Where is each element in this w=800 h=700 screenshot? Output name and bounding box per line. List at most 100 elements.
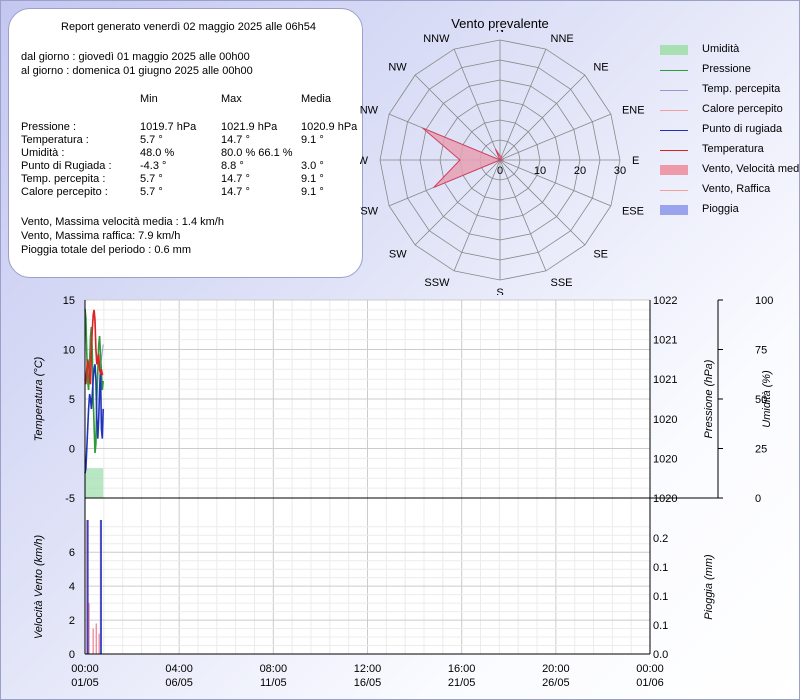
x-tick-label-date: 21/05 — [448, 677, 476, 689]
legend-swatch — [660, 70, 688, 71]
row-max: 1021.9 hPa — [221, 121, 278, 133]
row-min: 5.7 ° — [140, 134, 163, 146]
rose-direction-label: N — [496, 30, 504, 35]
rose-spoke — [499, 48, 547, 161]
rose-direction-label: SE — [593, 248, 608, 260]
row-avg: 9.1 ° — [301, 186, 324, 198]
row-min: 48.0 % — [140, 147, 175, 159]
row-avg: 3.0 ° — [301, 160, 324, 172]
rose-direction-label: NNE — [551, 33, 574, 45]
wind-max-gust-text: Vento, Massima raffica: 7.9 km/h — [21, 230, 181, 242]
humidity-tick-label: 0 — [755, 493, 761, 505]
legend-swatch — [660, 90, 688, 91]
legend-label: Calore percepito — [702, 103, 783, 115]
humidity-tick-label: 50 — [755, 394, 767, 406]
row-min: 1019.7 hPa — [140, 121, 197, 133]
legend-swatch — [660, 205, 688, 215]
row-label: Calore percepito : — [21, 186, 108, 198]
rose-direction-label: NNW — [423, 33, 450, 45]
wind-tick-label: 2 — [69, 615, 75, 627]
pressure-tick-label: 1022 — [653, 295, 677, 307]
row-avg: 9.1 ° — [301, 173, 324, 185]
row-min: 5.7 ° — [140, 173, 163, 185]
rose-spoke — [453, 48, 501, 161]
rose-data-area — [422, 127, 504, 189]
legend-swatch — [660, 45, 688, 55]
rose-direction-label: S — [496, 287, 503, 295]
rose-radial-tick: 20 — [574, 165, 586, 177]
x-tick-label-date: 16/05 — [354, 677, 382, 689]
x-tick-label-time: 20:00 — [542, 663, 570, 675]
wind-tick-label: 4 — [69, 581, 75, 593]
wind-rose-title: Vento prevalente — [451, 16, 549, 31]
legend-swatch — [660, 130, 688, 131]
rose-radial-tick: 30 — [614, 165, 626, 177]
x-tick-label-date: 11/05 — [260, 677, 287, 689]
column-header-avg: Media — [301, 93, 331, 105]
wind-axis-title: Velocità Vento (km/h) — [33, 534, 45, 639]
wind-tick-label: 0 — [69, 649, 75, 661]
row-label: Pressione : — [21, 121, 77, 133]
legend-label: Temp. percepita — [702, 83, 781, 95]
rose-direction-label: SW — [389, 248, 407, 260]
row-label: Umidità : — [21, 147, 65, 159]
rose-spoke — [499, 159, 547, 272]
wind-rose-chart: N NNE NE ENE E ESE SE SSE S SSW SW WSW W WNW NW NNW 0 10 2… — [360, 30, 645, 295]
rose-direction-label: SSW — [424, 277, 450, 289]
rose-direction-label: W — [360, 155, 369, 167]
rain-tick-label: 0.2 — [653, 533, 668, 545]
wind-tick-label: 6 — [69, 547, 75, 559]
x-tick-label-date: 01/06 — [636, 677, 664, 689]
humidity-tick-label: 100 — [755, 295, 773, 307]
rose-direction-label: NW — [388, 62, 407, 74]
legend-label: Vento, Raffica — [702, 183, 771, 195]
legend-label: Vento, Velocità media — [702, 163, 800, 175]
row-label: Punto di Rugiada : — [21, 160, 112, 172]
rose-direction-label: WNW — [360, 104, 379, 116]
temperature-tick-label: 0 — [69, 444, 75, 456]
rain-tick-label: 0.1 — [653, 620, 668, 632]
x-tick-label-time: 00:00 — [636, 663, 664, 675]
rose-direction-label: E — [632, 155, 639, 167]
rain-tick-label: 0.0 — [653, 649, 668, 661]
humidity-axis-title: Umidità (%) — [761, 370, 773, 428]
series-line-temperatura — [84, 309, 104, 385]
x-tick-label-time: 16:00 — [448, 663, 476, 675]
row-max: 8.8 ° — [221, 160, 244, 172]
rain-tick-label: 0.1 — [653, 591, 668, 603]
row-max: 14.7 ° — [221, 134, 250, 146]
rose-radial-tick: 10 — [534, 165, 546, 177]
row-min: 5.7 ° — [140, 186, 163, 198]
x-tick-label-date: 26/05 — [542, 677, 570, 689]
x-tick-label-time: 08:00 — [260, 663, 288, 675]
temperature-axis-title: Temperatura (°C) — [33, 356, 45, 441]
legend-swatch — [660, 190, 688, 191]
pressure-tick-label: 1020 — [653, 493, 677, 505]
legend-label: Pressione — [702, 63, 751, 75]
pressure-axis-title: Pressione (hPa) — [703, 359, 715, 438]
series-line-pressione — [84, 308, 104, 454]
legend-label: Temperatura — [702, 143, 764, 155]
row-label: Temp. percepita : — [21, 173, 106, 185]
legend-swatch — [660, 110, 688, 111]
rose-radial-tick: 0 — [497, 165, 503, 177]
rain-tick-label: 0.1 — [653, 562, 668, 574]
rose-spoke — [499, 74, 586, 161]
rose-spoke — [499, 159, 612, 207]
x-tick-label-time: 04:00 — [165, 663, 193, 675]
report-header: Report generato venerdì 02 maggio 2025 a… — [61, 21, 317, 33]
rose-spoke — [414, 159, 501, 246]
rose-spoke — [499, 159, 586, 246]
row-max: 14.7 ° — [221, 186, 250, 198]
column-header-max: Max — [221, 93, 242, 105]
humidity-area — [85, 468, 104, 498]
row-min: -4.3 ° — [140, 160, 167, 172]
x-tick-label-date: 06/05 — [165, 677, 193, 689]
column-header-min: Min — [140, 93, 158, 105]
rose-direction-label: ESE — [622, 206, 644, 218]
humidity-tick-label: 75 — [755, 345, 767, 357]
temperature-tick-label: 10 — [63, 345, 75, 357]
report-to-date: al giorno : domenica 01 giugno 2025 alle… — [21, 65, 253, 77]
legend-label: Umidità — [702, 43, 740, 55]
report-from-date: dal giorno : giovedì 01 maggio 2025 alle… — [21, 51, 250, 63]
